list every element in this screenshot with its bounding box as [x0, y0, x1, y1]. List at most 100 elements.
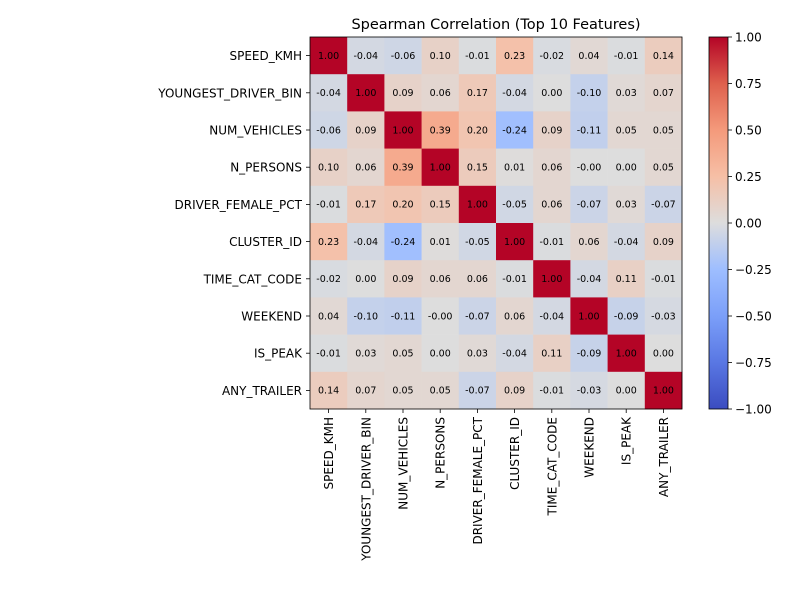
x-tick-label: IS_PEAK: [620, 416, 634, 465]
cell-value-label: 0.17: [467, 88, 488, 99]
cell-value-label: 0.09: [392, 88, 413, 99]
heatmap-cell: [384, 185, 422, 224]
cell-value-label: 0.14: [318, 386, 339, 397]
heatmap-cell: [421, 371, 460, 410]
heatmap-cell: [644, 148, 683, 187]
x-tick-label: YOUNGEST_DRIVER_BIN: [359, 417, 373, 562]
heatmap-cell: [533, 371, 571, 410]
heatmap-cell: [310, 223, 348, 261]
cell-value-label: 1.00: [392, 125, 413, 136]
cell-value-label: -0.04: [540, 311, 565, 322]
x-tick-label: ANY_TRAILER: [657, 417, 671, 497]
heatmap-cell: [533, 334, 571, 373]
heatmap-cell: [421, 111, 460, 149]
heatmap-cell: [644, 223, 683, 261]
heatmap-cell: [570, 297, 608, 335]
cell-value-label: -0.24: [502, 125, 527, 136]
heatmap-cell: [607, 111, 646, 149]
cell-value-label: 0.20: [467, 125, 488, 136]
cell-value-label: 0.09: [653, 237, 674, 248]
heatmap-cell: [421, 297, 460, 335]
cell-value-label: 0.39: [430, 125, 451, 136]
heatmap-cell: [496, 334, 534, 373]
heatmap-cell: [607, 148, 646, 187]
heatmap-cell: [458, 37, 497, 75]
heatmap-cell: [570, 74, 608, 112]
cell-value-label: -0.03: [577, 386, 602, 397]
cell-value-label: -0.11: [391, 311, 416, 322]
heatmap-cells: [310, 37, 683, 410]
cell-value-label: 0.23: [504, 51, 525, 62]
cell-value-label: 0.05: [653, 125, 674, 136]
heatmap-cell: [421, 74, 460, 112]
heatmap-cell: [310, 74, 348, 112]
cell-value-label: -0.07: [465, 311, 490, 322]
heatmap-cell: [496, 371, 534, 410]
heatmap-cell: [533, 37, 571, 75]
heatmap-cell: [347, 148, 385, 187]
heatmap-cell: [458, 223, 497, 261]
heatmap-cell: [570, 148, 608, 187]
heatmap-cell: [458, 148, 497, 187]
heatmap-cell: [347, 111, 385, 149]
heatmap-cell: [496, 148, 534, 187]
colorbar-tick-label: 1.00: [735, 31, 762, 45]
heatmap-cell: [458, 297, 497, 335]
heatmap-cell: [607, 334, 646, 373]
heatmap-cell: [384, 148, 422, 187]
cell-value-label: 0.39: [392, 163, 413, 174]
cell-value-label: -0.04: [316, 88, 341, 99]
heatmap-cell: [570, 371, 608, 410]
heatmap-frame: [309, 36, 683, 410]
cell-value-label: -0.07: [465, 386, 490, 397]
cell-value-label: 0.00: [616, 163, 637, 174]
heatmap-cell: [421, 37, 460, 75]
heatmap-cell: [570, 111, 608, 149]
y-tick-labels: SPEED_KMH YOUNGEST_DRIVER_BIN NUM_VEHICLES…: [157, 49, 310, 398]
cell-value-label: 0.07: [355, 386, 376, 397]
heatmap-cell: [347, 74, 385, 112]
cell-value-label: 0.06: [467, 274, 488, 285]
x-tick-label: N_PERSONS: [434, 417, 448, 489]
y-tick-label: YOUNGEST_DRIVER_BIN: [157, 86, 302, 100]
cell-value-label: 1.00: [541, 274, 562, 285]
cell-value-label: -0.01: [316, 349, 341, 360]
cell-value-label: 0.06: [430, 88, 451, 99]
cell-value-label: -0.01: [465, 51, 490, 62]
colorbar-tick-label: −1.00: [735, 403, 772, 417]
heatmap-cell: [496, 111, 534, 149]
heatmap-cell: [570, 185, 608, 224]
heatmap-cell: [310, 371, 348, 410]
cell-value-label: -0.04: [502, 349, 527, 360]
heatmap-cell: [533, 297, 571, 335]
heatmap-cell: [533, 148, 571, 187]
heatmap-cell: [570, 260, 608, 298]
y-tick-label: DRIVER_FEMALE_PCT: [174, 198, 302, 212]
x-tick-label: CLUSTER_ID: [508, 417, 522, 490]
cell-value-label: 0.00: [541, 88, 562, 99]
heatmap-cell: [310, 111, 348, 149]
cell-value-label: 0.00: [616, 386, 637, 397]
y-tick-label: ANY_TRAILER: [222, 384, 302, 398]
heatmap-cell: [458, 334, 497, 373]
cell-value-label: 0.00: [355, 274, 376, 285]
cell-value-label: -0.05: [465, 237, 490, 248]
cell-value-label: -0.00: [428, 311, 453, 322]
cell-value-label: 0.15: [467, 163, 488, 174]
cell-value-label: 0.06: [504, 311, 525, 322]
cell-value-label: -0.01: [614, 51, 639, 62]
heatmap-cell: [384, 111, 422, 149]
heatmap-cell: [310, 148, 348, 187]
cell-value-label: 0.04: [318, 311, 339, 322]
colorbar-ticks: 1.00 0.75 0.50 0.25 0.00 −0.25 −0.50 −0.75 −1.00: [728, 31, 772, 417]
heatmap-cell: [496, 297, 534, 335]
cell-value-label: 0.05: [430, 386, 451, 397]
cell-value-label: -0.01: [316, 200, 341, 211]
cell-value-label: 0.11: [616, 274, 637, 285]
y-tick-label: CLUSTER_ID: [229, 235, 302, 249]
cell-value-label: 0.06: [355, 163, 376, 174]
cell-value-label: 0.01: [504, 163, 525, 174]
heatmap-cell: [458, 371, 497, 410]
cell-value-label: -0.06: [391, 51, 416, 62]
